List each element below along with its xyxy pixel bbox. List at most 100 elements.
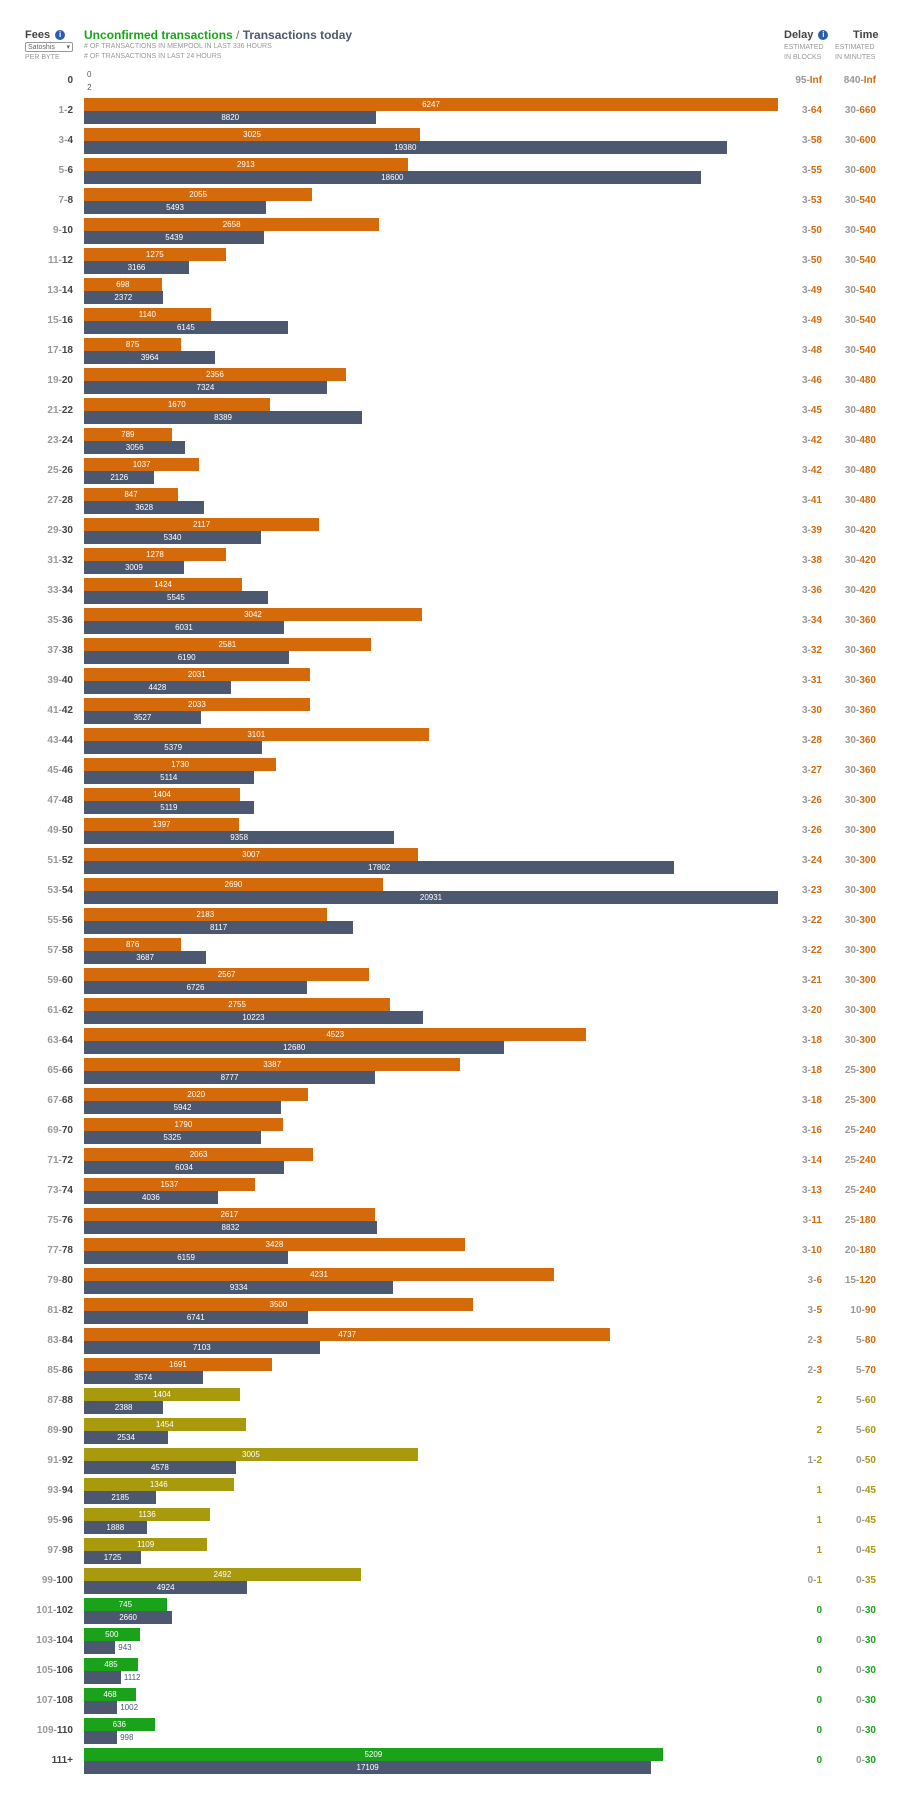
today-bar[interactable]: 1002 [84, 1701, 138, 1714]
unconfirmed-bar[interactable]: 1424 [84, 578, 243, 591]
unconfirmed-bar[interactable]: 2020 [84, 1088, 309, 1101]
unconfirmed-bar[interactable]: 2063 [84, 1148, 314, 1161]
unconfirmed-bar[interactable]: 1790 [84, 1118, 283, 1131]
today-bar[interactable]: 18600 [84, 171, 701, 184]
fee-row[interactable]: 55-56 2183 8117 3-22 30-300 [0, 906, 914, 936]
unconfirmed-bar[interactable]: 2658 [84, 218, 380, 231]
today-bar[interactable]: 4428 [84, 681, 231, 694]
unconfirmed-bar[interactable]: 5209 [84, 1748, 663, 1761]
today-bar[interactable]: 3574 [84, 1371, 203, 1384]
today-bar[interactable]: 943 [84, 1641, 132, 1654]
fee-row[interactable]: 33-34 1424 5545 3-36 30-420 [0, 576, 914, 606]
fee-row[interactable]: 51-52 3007 17802 3-24 30-300 [0, 846, 914, 876]
unconfirmed-bar[interactable]: 2567 [84, 968, 370, 981]
today-bar[interactable]: 6031 [84, 621, 284, 634]
fee-row[interactable]: 101-102 745 2660 0 0-30 [0, 1596, 914, 1626]
unconfirmed-bar[interactable]: 1670 [84, 398, 270, 411]
fee-row[interactable]: 17-18 875 3964 3-48 30-540 [0, 336, 914, 366]
today-bar[interactable]: 6145 [84, 321, 288, 334]
fee-row[interactable]: 105-106 485 1112 0 0-30 [0, 1656, 914, 1686]
unconfirmed-bar[interactable]: 1140 [84, 308, 211, 321]
fee-row[interactable]: 109-110 636 998 0 0-30 [0, 1716, 914, 1746]
today-bar[interactable]: 8117 [84, 921, 354, 934]
fee-row[interactable]: 37-38 2581 6190 3-32 30-360 [0, 636, 914, 666]
today-bar[interactable]: 5545 [84, 591, 268, 604]
delay-info-icon[interactable]: i [818, 30, 829, 40]
unconfirmed-bar[interactable]: 1109 [84, 1538, 208, 1551]
today-bar[interactable]: 8777 [84, 1071, 375, 1084]
today-bar[interactable]: 6726 [84, 981, 307, 994]
unconfirmed-bar[interactable]: 1454 [84, 1418, 246, 1431]
unconfirmed-bar[interactable]: 1691 [84, 1358, 272, 1371]
fee-row[interactable]: 21-22 1670 8389 3-45 30-480 [0, 396, 914, 426]
fee-row[interactable]: 57-58 876 3687 3-22 30-300 [0, 936, 914, 966]
today-bar[interactable]: 998 [84, 1731, 133, 1744]
unconfirmed-bar[interactable]: 1346 [84, 1478, 234, 1491]
fee-row[interactable]: 3-4 3025 19380 3-58 30-600 [0, 126, 914, 156]
today-bar[interactable]: 12680 [84, 1041, 505, 1054]
fee-row[interactable]: 41-42 2033 3527 3-30 30-360 [0, 696, 914, 726]
fee-row[interactable]: 43-44 3101 5379 3-28 30-360 [0, 726, 914, 756]
unconfirmed-bar[interactable]: 1730 [84, 758, 277, 771]
fee-row[interactable]: 0 0 2 95-Inf 840-Inf [0, 66, 914, 96]
unconfirmed-bar[interactable]: 1275 [84, 248, 226, 261]
fee-row[interactable]: 59-60 2567 6726 3-21 30-300 [0, 966, 914, 996]
unconfirmed-bar[interactable]: 875 [84, 338, 182, 351]
fee-row[interactable]: 1-2 6247 8820 3-64 30-660 [0, 96, 914, 126]
today-bar[interactable]: 5114 [84, 771, 254, 784]
fee-row[interactable]: 77-78 3428 6159 3-10 20-180 [0, 1236, 914, 1266]
fee-row[interactable]: 11-12 1275 3166 3-50 30-540 [0, 246, 914, 276]
today-bar[interactable]: 17109 [84, 1761, 652, 1774]
today-bar[interactable]: 5119 [84, 801, 254, 814]
fee-row[interactable]: 89-90 1454 2534 2 5-60 [0, 1416, 914, 1446]
today-bar[interactable]: 6190 [84, 651, 290, 664]
fee-row[interactable]: 7-8 2055 5493 3-53 30-540 [0, 186, 914, 216]
today-bar[interactable]: 10223 [84, 1011, 423, 1024]
unconfirmed-bar[interactable]: 1278 [84, 548, 226, 561]
unconfirmed-bar[interactable]: 4737 [84, 1328, 611, 1341]
fee-row[interactable]: 23-24 789 3056 3-42 30-480 [0, 426, 914, 456]
fee-row[interactable]: 31-32 1278 3009 3-38 30-420 [0, 546, 914, 576]
today-bar[interactable]: 1888 [84, 1521, 147, 1534]
unconfirmed-bar[interactable]: 500 [84, 1628, 140, 1641]
fee-row[interactable]: 45-46 1730 5114 3-27 30-360 [0, 756, 914, 786]
today-bar[interactable]: 4924 [84, 1581, 248, 1594]
fee-row[interactable]: 29-30 2117 5340 3-39 30-420 [0, 516, 914, 546]
fee-row[interactable]: 49-50 1397 9358 3-26 30-300 [0, 816, 914, 846]
today-bar[interactable]: 2388 [84, 1401, 164, 1414]
today-bar[interactable]: 6034 [84, 1161, 285, 1174]
unconfirmed-bar[interactable]: 1136 [84, 1508, 211, 1521]
today-bar[interactable]: 2372 [84, 291, 163, 304]
unconfirmed-bar[interactable]: 1037 [84, 458, 200, 471]
unconfirmed-bar[interactable]: 1404 [84, 1388, 240, 1401]
fee-row[interactable]: 63-64 4523 12680 3-18 30-300 [0, 1026, 914, 1056]
fee-row[interactable]: 99-100 2492 4924 0-1 0-35 [0, 1566, 914, 1596]
today-bar[interactable]: 5493 [84, 201, 267, 214]
fee-row[interactable]: 9-10 2658 5439 3-50 30-540 [0, 216, 914, 246]
unconfirmed-bar[interactable]: 1397 [84, 818, 240, 831]
today-bar[interactable]: 7103 [84, 1341, 320, 1354]
today-bar[interactable]: 9334 [84, 1281, 394, 1294]
unconfirmed-bar[interactable]: 698 [84, 278, 162, 291]
fee-row[interactable]: 93-94 1346 2185 1 0-45 [0, 1476, 914, 1506]
today-bar[interactable]: 1112 [84, 1671, 140, 1684]
fee-unit-select[interactable]: Satoshis ▾ [25, 42, 73, 52]
today-bar[interactable]: 6741 [84, 1311, 308, 1324]
today-bar[interactable]: 20931 [84, 891, 778, 904]
fee-row[interactable]: 25-26 1037 2126 3-42 30-480 [0, 456, 914, 486]
unconfirmed-bar[interactable]: 1537 [84, 1178, 255, 1191]
fee-row[interactable]: 71-72 2063 6034 3-14 25-240 [0, 1146, 914, 1176]
fee-row[interactable]: 19-20 2356 7324 3-46 30-480 [0, 366, 914, 396]
unconfirmed-bar[interactable]: 745 [84, 1598, 167, 1611]
today-bar[interactable]: 2185 [84, 1491, 157, 1504]
fee-row[interactable]: 53-54 2690 20931 3-23 30-300 [0, 876, 914, 906]
today-bar[interactable]: 2660 [84, 1611, 173, 1624]
unconfirmed-bar[interactable]: 2033 [84, 698, 310, 711]
fee-row[interactable]: 87-88 1404 2388 2 5-60 [0, 1386, 914, 1416]
today-bar[interactable]: 3056 [84, 441, 186, 454]
fee-row[interactable]: 13-14 698 2372 3-49 30-540 [0, 276, 914, 306]
fee-row[interactable]: 107-108 468 1002 0 0-30 [0, 1686, 914, 1716]
fee-row[interactable]: 35-36 3042 6031 3-34 30-360 [0, 606, 914, 636]
unconfirmed-bar[interactable]: 2690 [84, 878, 383, 891]
unconfirmed-bar[interactable]: 2055 [84, 188, 313, 201]
